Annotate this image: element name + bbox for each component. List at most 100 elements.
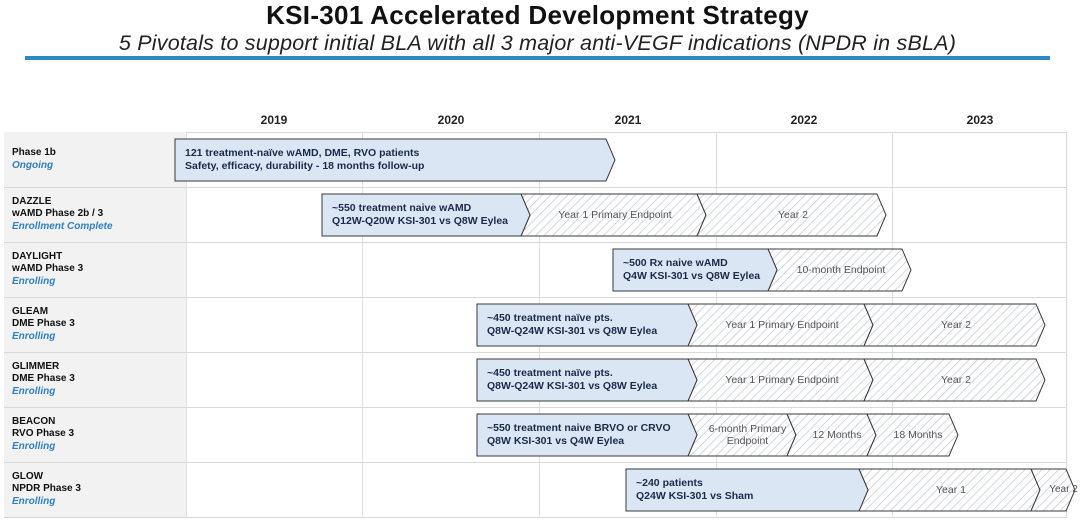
title-underline — [25, 56, 1050, 60]
study-name: GLEAM — [12, 305, 49, 317]
enrollment-segment — [174, 138, 616, 182]
timeline-bar — [625, 468, 1076, 512]
phase-label: Year 1 Primary Endpoint — [725, 318, 839, 331]
row-label-cell — [4, 242, 186, 297]
year-label-2019: 2019 — [260, 113, 288, 127]
phase-label: Year 1 — [936, 483, 966, 496]
year-label-2020: 2020 — [437, 113, 465, 127]
enrollment-line: ~500 Rx naive wAMD — [623, 257, 728, 269]
timeline-bar — [476, 303, 1046, 347]
phase-segment — [863, 303, 1046, 347]
study-status: Enrolling — [12, 275, 56, 287]
enrollment-segment — [625, 468, 869, 512]
row-divider — [4, 352, 1067, 353]
year-label-2021: 2021 — [614, 113, 642, 127]
phase-label: Year 2 — [941, 373, 971, 386]
study-status: Enrolling — [12, 330, 56, 342]
row-label-cell — [4, 297, 186, 352]
study-phase: NPDR Phase 3 — [12, 483, 81, 495]
study-name: GLOW — [12, 470, 44, 482]
row-label-cell — [4, 462, 186, 517]
row-label: DAZZLE wAMD Phase 2b / 3 Enrollment Comple… — [12, 196, 113, 234]
enrollment-line: Q8W-Q24W KSI-301 vs Q8W Eylea — [487, 325, 658, 337]
enrollment-line: Q24W KSI-301 vs Sham — [636, 490, 754, 502]
row-label-cell — [4, 407, 186, 462]
year-label-2023: 2023 — [966, 113, 994, 127]
row-label-cell — [4, 352, 186, 407]
enrollment-description: ~550 treatment naive wAMD Q12W-Q20W KSI-3… — [332, 194, 508, 236]
study-name: GLIMMER — [12, 360, 60, 372]
page-title: KSI-301 Accelerated Development Strategy — [266, 0, 809, 30]
study-name: BEACON — [12, 415, 56, 427]
enrollment-line: Q4W KSI-301 vs Q8W Eylea — [623, 270, 761, 282]
enrollment-segment — [321, 193, 531, 237]
phase-label: Year 2 — [1049, 483, 1078, 495]
enrollment-line: 121 treatment-naïve wAMD, DME, RVO patie… — [185, 147, 420, 159]
enrollment-description: ~240 patients Q24W KSI-301 vs Sham — [636, 469, 753, 511]
enrollment-line: Q8W KSI-301 vs Q4W Eylea — [487, 435, 625, 447]
grid-vertical-line — [186, 132, 187, 518]
study-phase: DME Phase 3 — [12, 373, 75, 385]
enrollment-description: ~450 treatment naïve pts. Q8W-Q24W KSI-30… — [487, 359, 657, 401]
phase-label: 12 Months — [812, 428, 862, 441]
study-phase: DME Phase 3 — [12, 318, 75, 330]
timeline-bar — [476, 413, 959, 457]
enrollment-line: Q8W-Q24W KSI-301 vs Q8W Eylea — [487, 380, 658, 392]
row-divider — [4, 297, 1067, 298]
timeline-bar — [174, 138, 616, 182]
row-label-cell — [4, 187, 186, 242]
phase-label: Year 2 — [778, 208, 808, 221]
grid-vertical-line — [362, 132, 363, 518]
timeline-bar — [476, 358, 1046, 402]
enrollment-description: ~450 treatment naïve pts. Q8W-Q24W KSI-30… — [487, 304, 657, 346]
phase-segment — [696, 193, 887, 237]
row-label-cell — [4, 132, 186, 187]
row-divider — [4, 462, 1067, 463]
phase-label: Year 2 — [941, 318, 971, 331]
study-status: Enrollment Complete — [12, 220, 113, 232]
phase-segment — [866, 413, 959, 457]
phase-label: 6-month Primary Endpoint — [708, 422, 787, 448]
study-status: Enrolling — [12, 440, 56, 452]
enrollment-segment — [476, 303, 698, 347]
row-label: GLOW NPDR Phase 3 Enrolling — [12, 471, 81, 509]
study-status: Enrolling — [12, 495, 56, 507]
enrollment-segment — [476, 413, 698, 457]
study-phase: RVO Phase 3 — [12, 428, 75, 440]
row-label: GLIMMER DME Phase 3 Enrolling — [12, 361, 75, 399]
phase-label: 18 Months — [893, 428, 943, 441]
timeline-bar — [321, 193, 887, 237]
enrollment-line: ~450 treatment naïve pts. — [487, 367, 613, 379]
timeline-bar — [612, 248, 912, 292]
enrollment-description: ~550 treatment naive BRVO or CRVO Q8W KSI… — [487, 414, 671, 456]
row-divider — [4, 187, 1067, 188]
row-label: GLEAM DME Phase 3 Enrolling — [12, 306, 75, 344]
study-phase: wAMD Phase 2b / 3 — [12, 208, 104, 220]
row-divider — [4, 407, 1067, 408]
enrollment-line: ~240 patients — [636, 477, 703, 489]
page-subtitle: 5 Pivotals to support initial BLA with a… — [118, 31, 957, 55]
enrollment-line: ~550 treatment naive BRVO or CRVO — [487, 422, 671, 434]
enrollment-segment — [476, 358, 698, 402]
enrollment-line: Q12W-Q20W KSI-301 vs Q8W Eylea — [332, 215, 509, 227]
enrollment-line: ~450 treatment naïve pts. — [487, 312, 613, 324]
enrollment-description: 121 treatment-naïve wAMD, DME, RVO patie… — [185, 139, 424, 181]
row-divider — [4, 242, 1067, 243]
enrollment-line: Safety, efficacy, durability - 18 months… — [185, 160, 425, 172]
phase-label: 10-month Endpoint — [796, 263, 886, 276]
study-name: DAZZLE — [12, 195, 52, 207]
study-name: Phase 1b — [12, 147, 56, 158]
phase-label: Year 1 Primary Endpoint — [558, 208, 672, 221]
row-label: Phase 1b Ongoing — [12, 147, 56, 172]
study-phase: wAMD Phase 3 — [12, 263, 84, 275]
enrollment-line: ~550 treatment naive wAMD — [332, 202, 472, 214]
year-label-2022: 2022 — [790, 113, 818, 127]
enrollment-segment — [612, 248, 778, 292]
row-label: BEACON RVO Phase 3 Enrolling — [12, 416, 74, 454]
row-label: DAYLIGHT wAMD Phase 3 Enrolling — [12, 251, 83, 289]
enrollment-description: ~500 Rx naive wAMD Q4W KSI-301 vs Q8W Eyl… — [623, 249, 760, 291]
phase-segment — [1030, 468, 1076, 512]
phase-segment — [863, 358, 1046, 402]
phase-label: Year 1 Primary Endpoint — [725, 373, 839, 386]
study-name: DAYLIGHT — [12, 250, 63, 262]
